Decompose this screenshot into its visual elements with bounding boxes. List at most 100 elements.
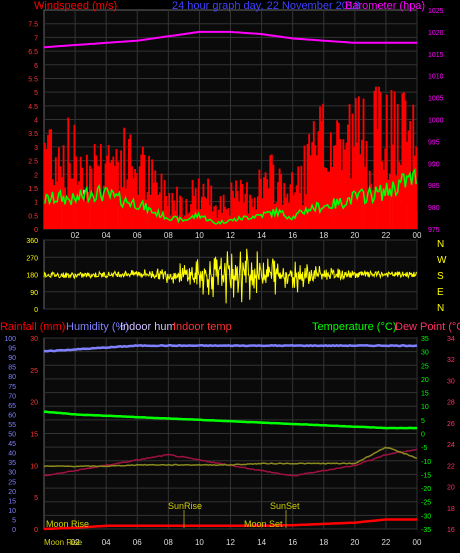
wind-x-tick-label: 00 <box>413 231 422 240</box>
direction-y-tick-label: 180 <box>26 273 38 280</box>
wind-bar <box>107 144 110 229</box>
wind-x-tick-label: 18 <box>319 231 328 240</box>
dew-y-tick-label: 16 <box>447 527 455 534</box>
humidity-legend: Humidity (%) <box>66 321 129 333</box>
wind-bar <box>398 161 401 229</box>
wind-bar <box>104 163 107 229</box>
direction-letter: S <box>437 271 444 282</box>
wind-bar <box>193 195 196 229</box>
barometer-y-tick-label: 980 <box>428 205 440 212</box>
temp-y-tick-label: 15 <box>421 391 429 398</box>
dew-y-tick-label: 30 <box>447 378 455 385</box>
wind-bar <box>44 142 46 229</box>
humidity-y-tick-label: 45 <box>8 441 16 448</box>
wind-bar <box>286 193 289 229</box>
direction-trace <box>43 248 417 304</box>
humidity-y-tick-label: 20 <box>8 489 16 496</box>
wind-bar <box>61 177 63 229</box>
humidity-line <box>44 343 418 353</box>
barometer-y-tick-label: 1025 <box>428 8 444 15</box>
wind-bar <box>249 194 252 229</box>
moonset-label: Moon Set <box>244 519 283 529</box>
wind-bar <box>218 209 220 229</box>
wind-bar <box>163 179 166 229</box>
wind-bar <box>294 192 297 229</box>
barometer-y-ticks: 975 980 985 990 995 1000 1005 1010 1015 1020 1025 <box>428 8 444 234</box>
wind-bar <box>204 196 206 229</box>
direction-letter: W <box>437 255 447 266</box>
wind-bar <box>199 209 202 229</box>
humidity-y-ticks: 0 5 10 15 20 25 30 35 40 45 50 55 60 65 70 75 80 85 90 95 10… <box>4 336 16 534</box>
wind-bar <box>232 190 234 229</box>
humidity-y-tick-label: 40 <box>8 451 16 458</box>
humidity-y-tick-label: 25 <box>8 479 16 486</box>
temp-y-tick-label: 10 <box>421 404 429 411</box>
graph-title: 24 hour graph day, 22 November 2018 <box>172 0 360 12</box>
moonrise-label: Moon Rise <box>46 519 89 529</box>
olive-line <box>43 446 418 468</box>
wind-bar <box>180 197 183 229</box>
humidity-y-tick-label: 65 <box>8 403 16 410</box>
wind-x-tick-label: 06 <box>133 231 142 240</box>
wind-bar <box>182 217 185 229</box>
wind-bar <box>323 167 326 229</box>
wind-x-tick-label: 20 <box>350 231 359 240</box>
wind-bar <box>233 198 236 229</box>
wind-bar <box>379 91 382 229</box>
wind-bar <box>214 205 217 229</box>
temp-x-tick-label: 20 <box>350 538 359 547</box>
dew-y-tick-label: 26 <box>447 421 455 428</box>
wind-bar <box>124 188 127 229</box>
wind-bar <box>348 104 351 229</box>
wind-y-tick-label: 3 <box>34 145 38 152</box>
wind-bar <box>65 195 68 229</box>
wind-bar <box>103 185 105 229</box>
wind-bar <box>382 169 385 229</box>
wind-bar <box>78 181 81 229</box>
wind-bar <box>224 207 227 229</box>
wind-bar <box>253 197 256 229</box>
wind-bar <box>194 188 197 229</box>
wind-bar <box>303 145 306 229</box>
temp-x-tick-label: 02 <box>71 538 80 547</box>
wind-bar <box>93 144 96 229</box>
wind-bar <box>277 182 279 229</box>
wind-bar <box>319 106 321 229</box>
wind-bar <box>367 191 370 229</box>
wind-bar <box>67 117 70 229</box>
wind-bar <box>291 172 293 229</box>
barometer-y-tick-label: 1010 <box>428 74 444 81</box>
wind-bar <box>138 166 141 229</box>
wind-bar <box>412 104 415 229</box>
humidity-y-tick-label: 10 <box>8 508 16 515</box>
wind-bar <box>362 98 365 229</box>
wind-bar <box>333 145 335 229</box>
wind-bar <box>342 139 345 229</box>
wind-bar <box>378 86 380 230</box>
wind-bar <box>162 212 164 229</box>
wind-bar <box>306 143 309 229</box>
wind-bar <box>87 191 90 229</box>
temp-y-tick-label: 20 <box>421 377 429 384</box>
wind-bar <box>45 148 48 229</box>
dew-y-tick-label: 24 <box>447 442 455 449</box>
wind-bar <box>393 91 396 230</box>
wind-y-tick-label: 3.5 <box>28 131 38 138</box>
windspeed-label: Windspeed (m/s) <box>34 0 117 12</box>
wind-bar <box>82 193 85 229</box>
humidity-y-tick-label: 70 <box>8 393 16 400</box>
wind-bar <box>168 193 171 229</box>
wind-y-tick-label: 6 <box>34 63 38 70</box>
wind-bar <box>320 121 323 229</box>
sunrise-label: SunRise <box>168 501 202 511</box>
wind-bar <box>278 168 281 229</box>
wind-bar <box>155 182 158 229</box>
wind-bar <box>337 122 340 229</box>
direction-y-tick-label: 90 <box>30 290 38 297</box>
barometer-y-tick-label: 995 <box>428 139 440 146</box>
wind-bar <box>165 196 168 229</box>
barometer-label: Barometer (hpa) <box>345 0 425 12</box>
wind-bar <box>336 120 339 229</box>
wind-bar <box>315 155 318 229</box>
